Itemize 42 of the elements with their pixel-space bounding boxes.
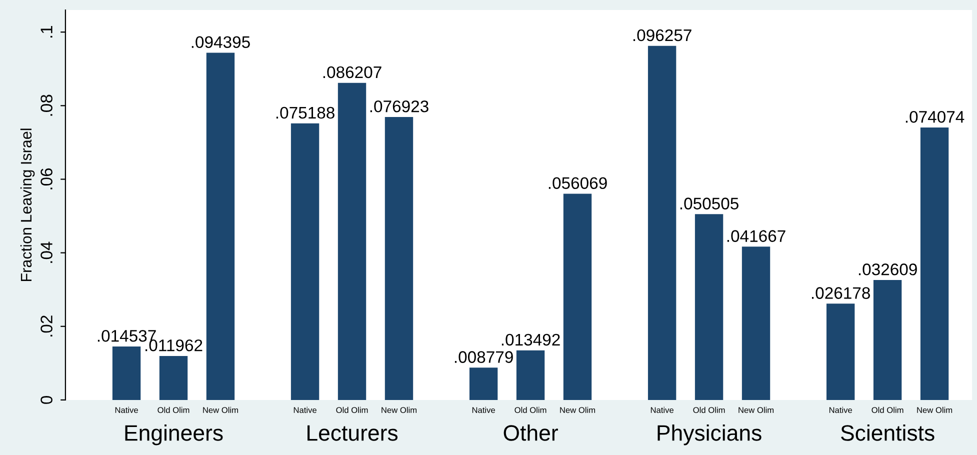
- data-label: .050505: [680, 198, 738, 210]
- x-tick-label: Old Olim: [158, 406, 190, 414]
- text: Physicians: [658, 424, 762, 446]
- y-tick-label: .1: [40, 26, 52, 38]
- data-label: .008779: [454, 351, 513, 363]
- x-tick-label: Native: [829, 406, 852, 414]
- x-tick-label: Old Olim: [336, 406, 368, 414]
- y-tick-label: .06: [40, 168, 52, 190]
- data-label: .032609: [858, 264, 917, 276]
- data-label: .026178: [812, 287, 870, 299]
- x-tick-label: Native: [115, 406, 138, 414]
- data-label: .076923: [370, 100, 428, 112]
- y-tick-label: .02: [40, 316, 52, 336]
- text: Other: [504, 424, 558, 441]
- x-tick-label: New Olim: [560, 406, 596, 414]
- data-label: .075188: [276, 106, 334, 119]
- x-tick-label: New Olim: [203, 406, 238, 414]
- data-label: .074074: [906, 110, 964, 123]
- x-tick-label: Native: [294, 406, 316, 414]
- x-tick-label: Old Olim: [514, 406, 546, 414]
- x-tick-label: Native: [650, 406, 674, 414]
- data-label: .056069: [548, 177, 607, 190]
- y-tick-label: .08: [40, 94, 52, 116]
- y-tick-label: 0: [40, 396, 52, 404]
- data-label: .096257: [633, 29, 692, 42]
- x-tick-label: Old Olim: [872, 406, 904, 414]
- x-tick-label: New Olim: [382, 406, 416, 414]
- data-label: .086207: [323, 66, 382, 78]
- x-tick-label: New Olim: [917, 406, 952, 414]
- data-label: .041667: [727, 230, 786, 242]
- data-label: .011962: [146, 339, 202, 352]
- data-label: .013492: [502, 334, 560, 346]
- x-tick-label: Native: [472, 406, 495, 414]
- y-axis-title: Fraction Leaving Israel: [20, 128, 35, 281]
- y-tick-label: .04: [40, 242, 52, 263]
- text: Scientists: [841, 424, 934, 441]
- text: Engineers: [125, 424, 223, 446]
- data-label: .094395: [192, 36, 250, 48]
- text: Lecturers: [308, 425, 398, 441]
- x-tick-label: Old Olim: [693, 406, 725, 414]
- data-label: .014537: [98, 330, 156, 342]
- x-tick-label: New Olim: [738, 406, 774, 414]
